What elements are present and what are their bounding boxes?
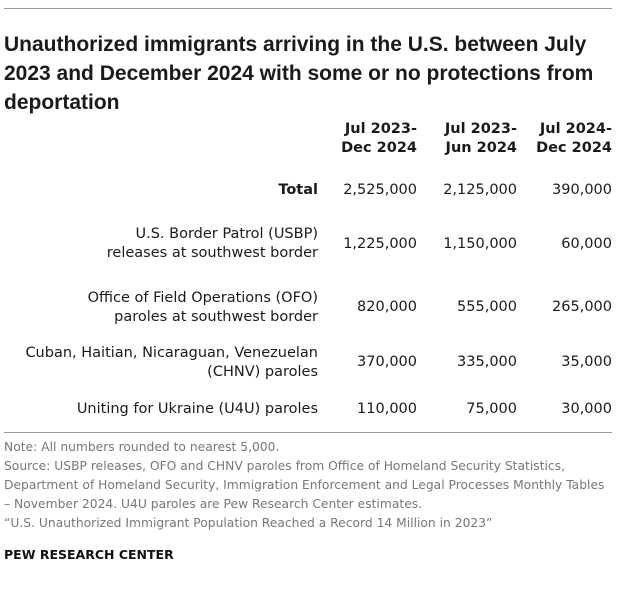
header-row: Jul 2023- Dec 2024 Jul 2023- Jun 2024 Jul 20… [4,120,612,170]
cell: 60,000 [561,235,612,252]
header-line: Jul 2023- [444,121,517,137]
header-line: Jun 2024 [445,140,517,156]
cell: 2,125,000 [443,181,517,198]
row: Uniting for Ukraine (U4U) paroles 110,000… [4,388,612,432]
label-line: U.S. Border Patrol (USBP) [135,226,318,242]
row-label: Office of Field Operations (OFO) paroles … [4,278,322,337]
column-header: Jul 2024- Dec 2024 [517,120,612,170]
cell: 335,000 [457,354,517,370]
footnotes: Note: All numbers rounded to nearest 5,0… [4,438,612,533]
source: Source: USBP releases, OFO and CHNV paro… [4,459,605,511]
data-table: Jul 2023- Dec 2024 Jul 2023- Jun 2024 Jul 20… [4,120,612,433]
row: U.S. Border Patrol (USBP) releases at sou… [4,210,612,278]
cell: 1,150,000 [443,235,517,252]
rule [4,8,612,9]
label-line: Office of Field Operations (OFO) [87,289,318,306]
row: Total 2,525,000 2,125,000 390,000 [4,170,612,210]
row-label: Cuban, Haitian, Nicaraguan, Venezuelan (C… [4,337,322,388]
title: Unauthorized immigrants arriving in the … [4,33,594,114]
cell: 390,000 [552,181,612,198]
note: Note: All numbers rounded to nearest 5,0… [4,440,280,454]
row: Cuban, Haitian, Nicaraguan, Venezuelan (C… [4,337,612,388]
label-line: (CHNV) paroles [207,363,318,380]
cell: 35,000 [561,354,612,370]
row-label: Total [4,170,322,210]
cell: 265,000 [552,299,612,315]
report: “U.S. Unauthorized Immigrant Population … [4,516,493,530]
cell: 555,000 [457,299,517,315]
label-line: Total [278,181,318,198]
header-line: Jul 2023- [344,121,417,137]
header-line: Jul 2024- [539,121,612,137]
cell: 75,000 [466,401,517,418]
row: Office of Field Operations (OFO) paroles … [4,278,612,337]
cell: 30,000 [561,401,612,418]
column-header: Jul 2023- Jun 2024 [417,120,517,170]
cell: 370,000 [357,354,417,370]
label-line: Cuban, Haitian, Nicaraguan, Venezuelan [25,344,318,361]
cell: 1,225,000 [343,235,417,252]
brand: PEW RESEARCH CENTER [4,547,174,562]
label-line: Uniting for Ukraine (U4U) paroles [76,401,318,418]
header-line: Dec 2024 [536,140,612,156]
cell: 820,000 [357,299,417,315]
row-label: Uniting for Ukraine (U4U) paroles [4,388,322,432]
header-line: Dec 2024 [341,140,417,156]
column-header: Jul 2023- Dec 2024 [322,120,417,170]
label-line: paroles at southwest border [114,308,318,325]
cell: 110,000 [357,401,417,418]
cell: 2,525,000 [343,181,417,198]
table-body: Total 2,525,000 2,125,000 390,000 U.S. Borde… [4,170,612,432]
label-line: releases at southwest border [106,245,318,261]
row-label: U.S. Border Patrol (USBP) releases at sou… [4,210,322,278]
header-cell [4,120,322,170]
